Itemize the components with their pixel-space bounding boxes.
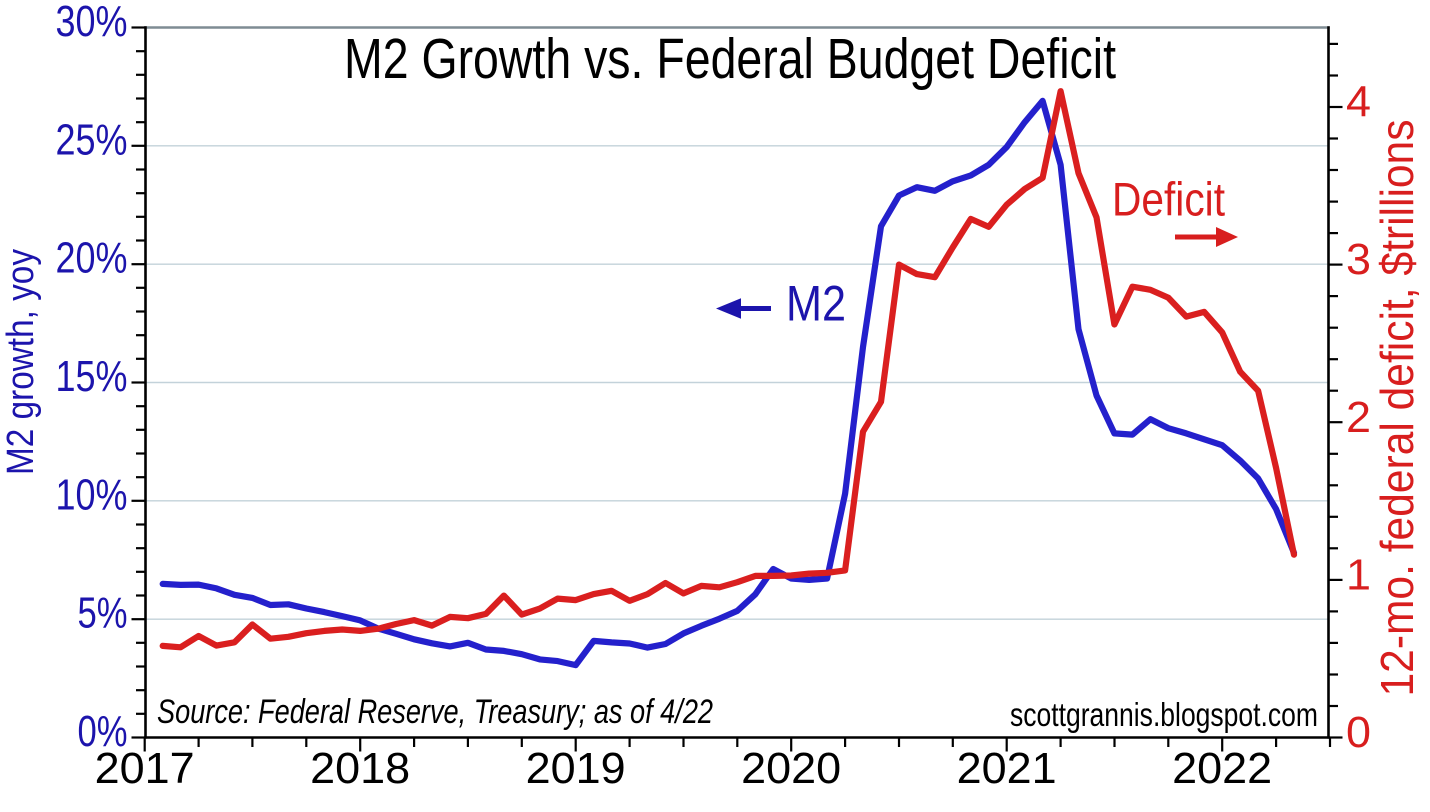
svg-text:M2 growth, yoy: M2 growth, yoy (0, 249, 42, 475)
svg-text:2021: 2021 (957, 745, 1057, 793)
svg-text:Source: Federal Reserve, Treas: Source: Federal Reserve, Treasury; as of… (157, 693, 713, 731)
svg-text:0%: 0% (78, 708, 128, 756)
svg-text:2018: 2018 (310, 745, 410, 793)
svg-text:3: 3 (1346, 236, 1371, 284)
svg-text:2019: 2019 (526, 745, 626, 793)
svg-text:M2 Growth vs. Federal Budget D: M2 Growth vs. Federal Budget Deficit (344, 27, 1116, 91)
svg-text:M2: M2 (786, 276, 846, 332)
svg-text:2017: 2017 (95, 745, 195, 793)
svg-text:4: 4 (1346, 79, 1371, 127)
svg-text:25%: 25% (56, 116, 128, 164)
svg-text:1: 1 (1346, 551, 1371, 599)
svg-text:30%: 30% (56, 0, 128, 46)
svg-text:2020: 2020 (741, 745, 841, 793)
svg-text:2022: 2022 (1172, 745, 1272, 793)
svg-text:0: 0 (1346, 709, 1371, 757)
svg-text:10%: 10% (56, 471, 128, 519)
svg-text:12-mo. federal deficit, $trill: 12-mo. federal deficit, $trillions (1371, 120, 1423, 697)
svg-text:2: 2 (1346, 394, 1371, 442)
svg-text:Deficit: Deficit (1112, 173, 1225, 226)
svg-text:scottgrannis.blogspot.com: scottgrannis.blogspot.com (1010, 696, 1318, 733)
svg-text:20%: 20% (56, 235, 128, 283)
svg-text:5%: 5% (78, 590, 128, 638)
svg-text:15%: 15% (56, 353, 128, 401)
